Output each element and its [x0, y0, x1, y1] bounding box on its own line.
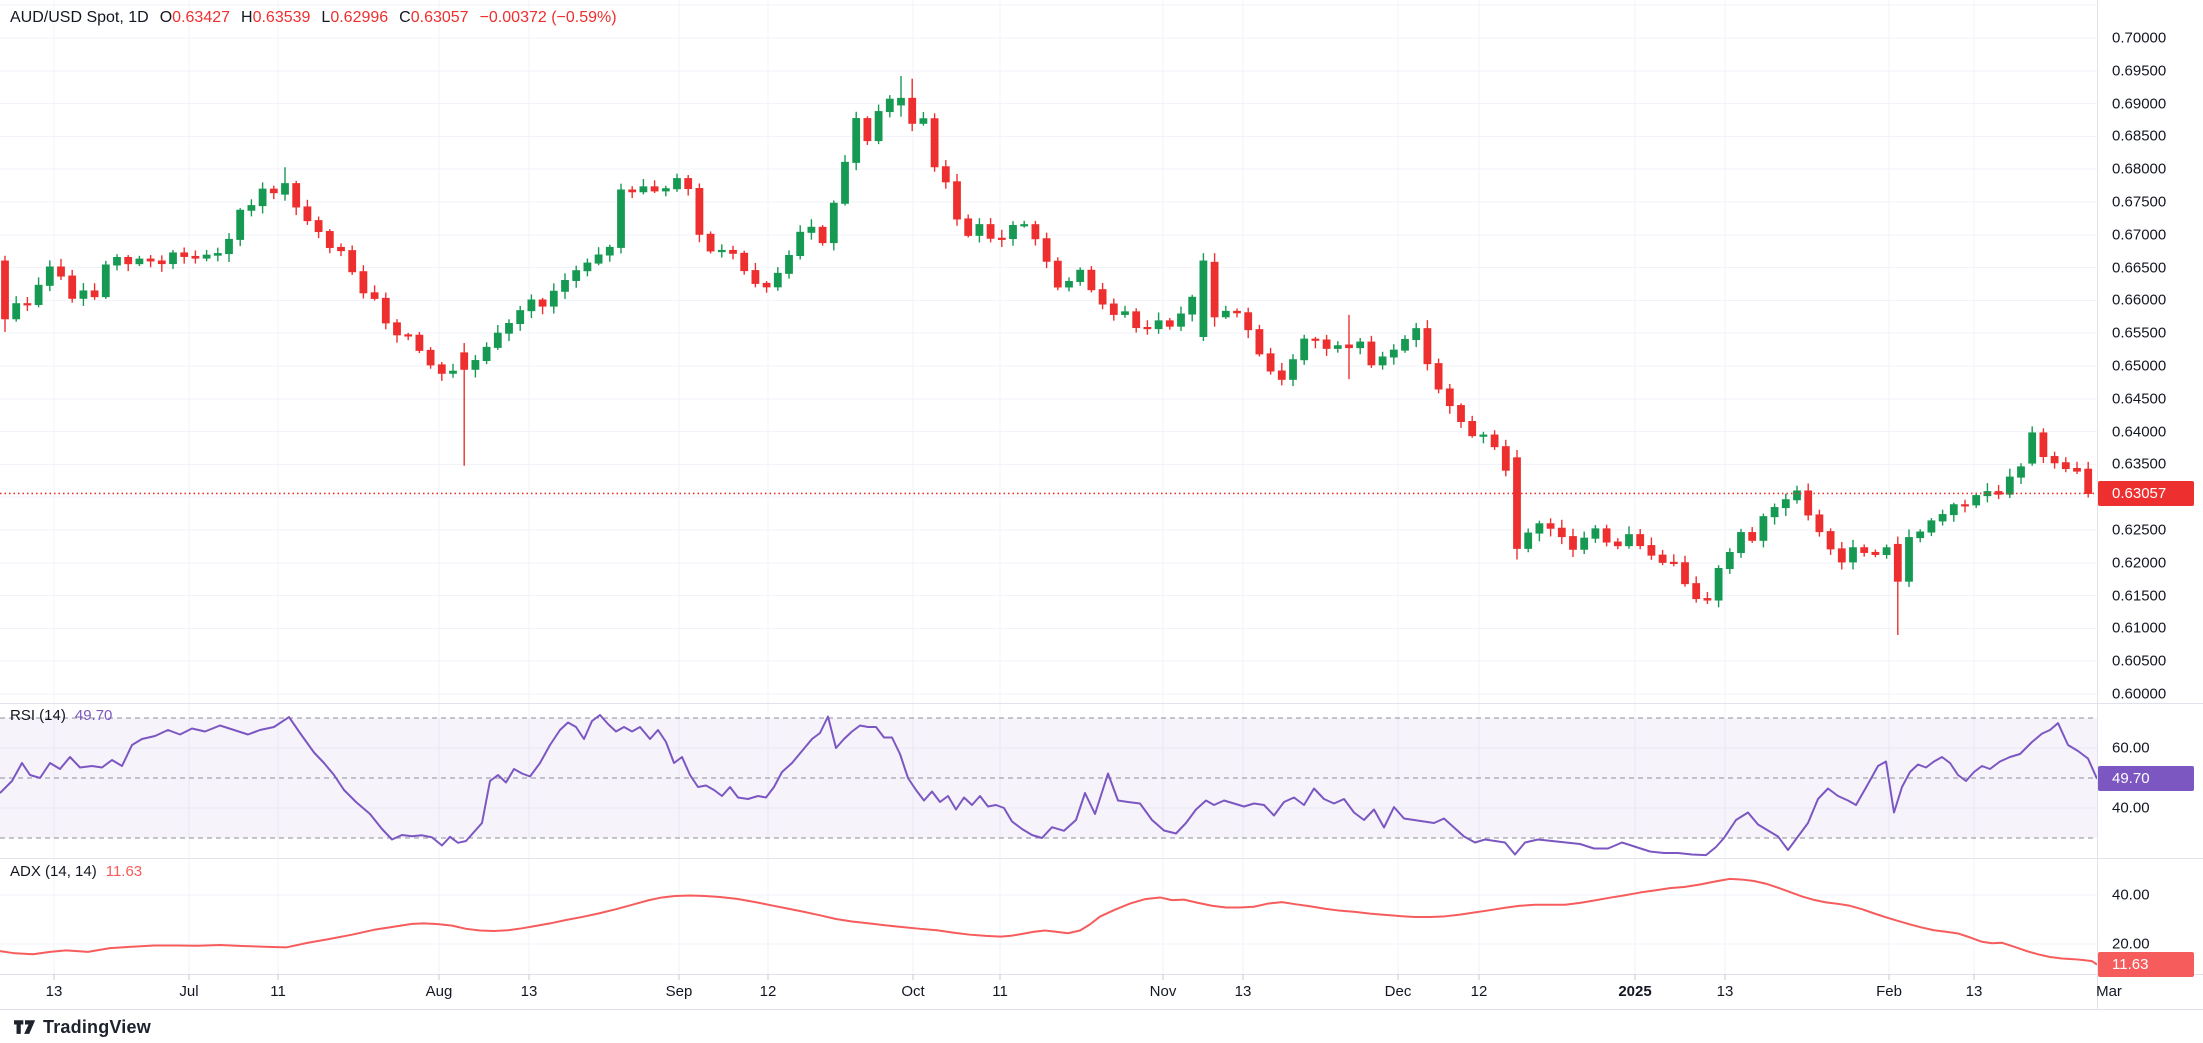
- price-axis-label: 0.70000: [2112, 29, 2167, 47]
- footer-bar: TradingView: [0, 1009, 2203, 1043]
- close-value: C0.63057: [399, 9, 469, 26]
- time-axis-label: 12: [1470, 983, 1488, 1000]
- time-axis-label: Feb: [1876, 983, 1902, 1000]
- high-value: H0.63539: [241, 9, 311, 26]
- price-axis-label: 0.69500: [2112, 62, 2167, 80]
- time-axis-label: Oct: [901, 983, 925, 1000]
- time-axis-label: Aug: [425, 983, 453, 1000]
- adx-line: [0, 877, 2097, 966]
- price-axis-label: 0.66000: [2112, 291, 2167, 309]
- price-axis-label: 0.64500: [2112, 390, 2167, 408]
- price-axis-label: 0.67500: [2112, 193, 2167, 211]
- pane-separators: [0, 0, 2203, 1009]
- price-axis-label: 0.65500: [2112, 324, 2167, 342]
- adx-legend: ADX (14, 14) 11.63: [10, 863, 142, 880]
- price-axis-label: 0.66500: [2112, 259, 2167, 277]
- adx-axis-label: 20.00: [2112, 935, 2150, 953]
- time-axis-label: Jul: [179, 983, 199, 1000]
- time-axis[interactable]: 13 Jul 11 Aug 13 Sep 12 Oct 11 Nov 13 Dec 12 2025 13 Fe…: [0, 974, 2203, 1009]
- price-axis-label: 0.62000: [2112, 554, 2167, 572]
- time-axis-label: 11: [992, 983, 1008, 1000]
- symbol-title: AUD/USD Spot, 1D: [10, 9, 149, 26]
- tradingview-logo[interactable]: TradingView: [14, 1017, 151, 1038]
- time-axis-label: 13: [1234, 983, 1252, 1000]
- rsi-label: RSI (14): [10, 707, 66, 724]
- price-axis-label: 0.64000: [2112, 423, 2167, 441]
- price-axis-label: 0.69000: [2112, 95, 2167, 113]
- rsi-value: 49.70: [74, 707, 113, 724]
- price-axis-label: 0.63500: [2112, 455, 2167, 473]
- price-axis-label: 0.65000: [2112, 357, 2167, 375]
- last-price-badge: 0.63057: [2098, 481, 2194, 506]
- adx-axis[interactable]: 11.63 40.00 20.00: [2097, 858, 2203, 977]
- change-value: −0.00372 (−0.59%): [479, 9, 617, 26]
- price-axis-label: 0.60000: [2112, 685, 2167, 703]
- time-axis-label: 13: [1965, 983, 1983, 1000]
- adx-value: 11.63: [105, 863, 143, 880]
- price-axis[interactable]: 0.63057 0.70000 0.69500 0.69000 0.68500 0.68…: [2097, 0, 2203, 703]
- time-axis-label: 13: [45, 983, 63, 1000]
- rsi-axis-label: 40.00: [2112, 799, 2150, 817]
- price-axis-label: 0.62500: [2112, 521, 2167, 539]
- time-axis-label: Nov: [1149, 983, 1177, 1000]
- rsi-value-badge: 49.70: [2098, 766, 2194, 791]
- price-axis-label: 0.68500: [2112, 127, 2167, 145]
- time-axis-label: Dec: [1384, 983, 1412, 1000]
- time-axis-label: Sep: [665, 983, 693, 1000]
- low-value: L0.62996: [321, 9, 389, 26]
- rsi-legend: RSI (14) 49.70: [10, 707, 112, 724]
- tradingview-logo-text: TradingView: [43, 1016, 151, 1037]
- adx-axis-label: 40.00: [2112, 886, 2150, 904]
- price-axis-label: 0.61500: [2112, 587, 2167, 605]
- candles-up: [12, 76, 2037, 608]
- time-axis-label: 13: [520, 983, 538, 1000]
- tradingview-logo-icon: [14, 1019, 36, 1034]
- time-axis-label: Mar: [2096, 983, 2122, 1000]
- price-axis-label: 0.60500: [2112, 652, 2167, 670]
- adx-value-badge: 11.63: [2098, 952, 2194, 977]
- candles-down: [1, 78, 2093, 635]
- symbol-legend: AUD/USD Spot, 1D O0.63427 H0.63539 L0.62…: [10, 9, 617, 27]
- rsi-line: [0, 714, 2097, 857]
- rsi-axis[interactable]: 49.70 60.00 40.00: [2097, 703, 2203, 858]
- price-axis-label: 0.67000: [2112, 226, 2167, 244]
- rsi-axis-label: 60.00: [2112, 739, 2150, 757]
- price-axis-label: 0.61000: [2112, 619, 2167, 637]
- open-value: O0.63427: [159, 9, 231, 26]
- price-axis-label: 0.68000: [2112, 160, 2167, 178]
- adx-label: ADX (14, 14): [10, 863, 97, 880]
- time-axis-label: 12: [759, 983, 777, 1000]
- time-axis-label: 2025: [1618, 983, 1652, 1000]
- time-axis-label: 11: [270, 983, 286, 1000]
- time-axis-label: 13: [1716, 983, 1734, 1000]
